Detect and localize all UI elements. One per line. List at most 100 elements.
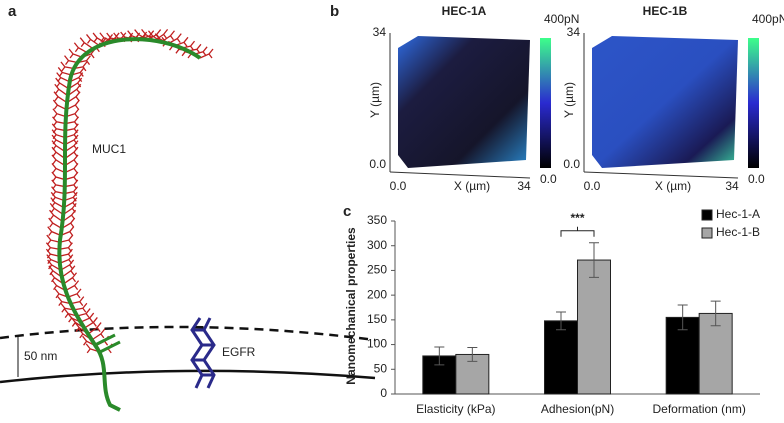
glycan (51, 171, 66, 182)
afm-surface (592, 36, 738, 168)
glycan (57, 296, 71, 307)
y-axis-label: Y (µm) (368, 82, 382, 118)
y-axis-label: Y (µm) (562, 82, 576, 118)
glycan (50, 272, 64, 285)
axis (389, 171, 531, 179)
glycan (51, 154, 66, 167)
x-tick-label: Deformation (nm) (652, 402, 745, 416)
x-tick-label: 0.0 (390, 179, 407, 193)
error-bar (556, 311, 566, 331)
significance-bracket (560, 226, 595, 237)
x-axis-label: X (µm) (454, 179, 490, 193)
scale-min-label: 0.0 (748, 172, 765, 186)
glycan (48, 217, 63, 229)
glycan (63, 197, 78, 209)
bar (544, 320, 578, 395)
y-tick-label: 100 (367, 337, 387, 351)
glycan (91, 328, 106, 341)
glycan (64, 171, 79, 182)
glycan (64, 129, 79, 140)
glycan (61, 265, 76, 278)
error-bar (710, 300, 721, 327)
glycan (53, 91, 68, 104)
error-bar (467, 347, 478, 362)
glycan (193, 46, 208, 57)
y-tick-label: 34 (567, 25, 581, 39)
glycan (46, 234, 60, 245)
x-tick-label: Elasticity (kPa) (416, 402, 495, 416)
panel-label: c (343, 203, 351, 220)
glycan (45, 248, 60, 259)
y-tick-label: 0 (380, 386, 387, 400)
muc1-backbone (57, 37, 202, 412)
glycan (84, 317, 98, 329)
y-tick-label: 150 (367, 312, 387, 326)
scale-max-label: 400pN (752, 12, 784, 26)
glycan (68, 48, 83, 59)
glycan (174, 36, 189, 47)
panel-label: b (330, 3, 339, 20)
glycan (65, 108, 80, 119)
glycan (51, 163, 66, 174)
glycan (64, 55, 78, 66)
glycan (167, 33, 182, 45)
scale-min-label: 0.0 (540, 172, 557, 186)
glycan (52, 108, 67, 119)
legend-label: Hec-1-B (716, 225, 760, 239)
panel-label: a (8, 3, 17, 20)
glycan (161, 30, 175, 43)
glycan (47, 226, 61, 237)
glycan (54, 83, 69, 97)
axis (583, 171, 739, 179)
x-tick-label: Adhesion(pN) (541, 402, 614, 416)
glycan (73, 302, 88, 313)
x-axis-label: X (µm) (655, 179, 691, 193)
glycan (67, 288, 82, 299)
membrane-outer (0, 325, 376, 342)
glycan (68, 77, 83, 90)
glycan (64, 146, 79, 160)
glycan (80, 312, 95, 323)
glycan (87, 322, 102, 335)
glycan (64, 163, 79, 174)
image-title: HEC-1B (643, 4, 688, 18)
egfr-molecule (190, 317, 216, 389)
y-tick-label: 0.0 (369, 157, 386, 171)
scale-max-label: 400pN (544, 12, 579, 26)
glycan (154, 28, 169, 42)
glycan (60, 61, 75, 72)
glycan (49, 202, 64, 216)
x-tick-label: 34 (725, 179, 739, 193)
significance-label: *** (570, 211, 584, 225)
image-title: HEC-1A (442, 4, 487, 18)
error-bar (589, 242, 599, 278)
glycan (64, 154, 79, 167)
distance-label: 50 nm (24, 349, 57, 363)
glycan (63, 272, 78, 285)
glycan (73, 42, 88, 54)
y-axis-label: Nanomechanical properties (344, 227, 358, 385)
afm-surface (398, 36, 530, 168)
color-bar (748, 38, 759, 168)
legend-swatch (701, 209, 713, 221)
glycan (199, 48, 214, 59)
glycan (54, 288, 69, 299)
error-bar (434, 346, 445, 366)
error-bar (677, 304, 688, 331)
muc1-label: MUC1 (92, 142, 126, 156)
legend-label: Hec-1-A (716, 207, 760, 221)
glycan (66, 99, 80, 111)
egfr-label: EGFR (222, 345, 256, 359)
y-tick-label: 34 (373, 25, 387, 39)
y-tick-label: 250 (367, 263, 387, 277)
x-tick-label: 0.0 (584, 179, 601, 193)
glycan (65, 280, 80, 292)
x-tick-label: 34 (517, 179, 531, 193)
muc1-anchor (94, 333, 121, 354)
glycan (66, 91, 81, 104)
glycan (85, 343, 100, 354)
legend-swatch (701, 227, 713, 239)
bar (698, 312, 733, 395)
glycan (52, 280, 66, 292)
glycan (49, 209, 63, 223)
